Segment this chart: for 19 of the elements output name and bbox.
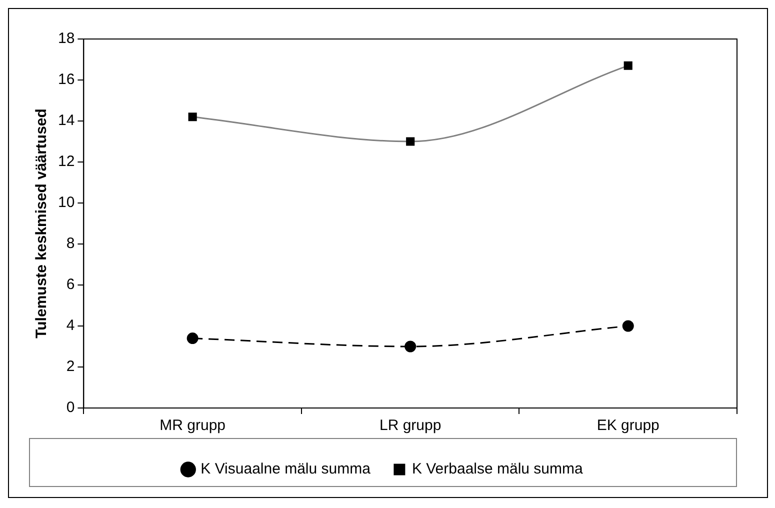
x-tick-label: MR grupp xyxy=(160,417,226,434)
legend-label: K Verbaalse mälu summa xyxy=(412,460,584,478)
y-axis-title: Tulemuste keskmised väärtused xyxy=(33,108,50,338)
y-tick-label: 16 xyxy=(58,71,75,88)
x-tick-label: EK grupp xyxy=(596,417,660,434)
y-tick-label: 8 xyxy=(66,235,75,252)
y-tick-label: 14 xyxy=(58,112,75,130)
y-tick-label: 12 xyxy=(58,153,75,170)
y-tick-label: 0 xyxy=(66,399,75,416)
y-tick-label: 4 xyxy=(66,317,75,334)
legend-label: K Visuaalne mälu summa xyxy=(200,460,372,478)
y-tick-label: 6 xyxy=(66,276,75,294)
y-tick-label: 2 xyxy=(66,358,75,376)
point xyxy=(622,320,634,332)
y-tick-label: 18 xyxy=(58,30,75,48)
y-tick-label: 10 xyxy=(58,194,75,212)
x-tick-label: LR grupp xyxy=(379,417,442,434)
point xyxy=(404,340,416,352)
point xyxy=(186,332,198,344)
